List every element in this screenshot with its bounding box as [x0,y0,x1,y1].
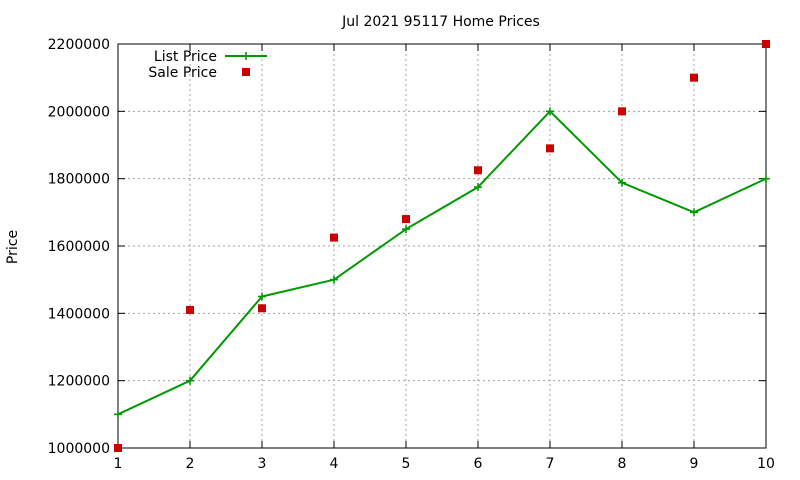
x-tick-label: 4 [330,456,339,472]
data-point [330,275,338,284]
y-axis-label: Price [5,230,21,264]
legend-marker [242,68,250,76]
y-tick-label: 1200000 [48,374,110,390]
y-tick-label: 1400000 [48,306,110,322]
data-point [402,215,410,224]
data-point [330,233,338,242]
x-tick-label: 8 [618,456,627,472]
y-tick-label: 2200000 [48,37,110,53]
data-point [690,73,698,82]
data-point [474,166,482,175]
grid [118,44,766,448]
data-point [762,174,770,183]
data-point [474,183,482,192]
axis-ticks: 1 2 3 4 5 6 7 8 9 10 1000000 1200000 1400000 1600000 1… [48,37,775,472]
data-point [402,225,410,234]
data-point [546,144,554,153]
x-tick-label: 7 [546,456,555,472]
series-list-price [114,107,770,419]
chart-title: Jul 2021 95117 Home Prices [341,14,540,30]
legend-marker [242,52,250,60]
y-tick-label: 2000000 [48,104,110,120]
data-point [618,107,626,116]
data-point [618,178,626,187]
series-layer [114,40,770,452]
data-point [258,292,266,301]
data-point [186,305,194,314]
y-tick-label: 1600000 [48,239,110,255]
x-tick-label: 9 [690,456,699,472]
y-tick-label: 1000000 [48,441,110,457]
series-line [117,110,767,416]
y-tick-label: 1800000 [48,172,110,188]
x-tick-label: 6 [474,456,483,472]
legend-label: Sale Price [148,65,217,81]
x-tick-label: 5 [402,456,411,472]
data-point [762,40,770,48]
data-point [114,444,122,452]
data-point [690,208,698,217]
x-tick-label: 3 [258,456,267,472]
data-point [258,304,266,313]
x-tick-label: 1 [114,456,123,472]
data-point [114,410,122,419]
x-tick-label: 10 [757,456,775,472]
legend-label: List Price [154,49,217,65]
data-point [546,107,554,116]
data-point [186,376,194,385]
series-sale-price [114,40,770,452]
x-tick-label: 2 [186,456,195,472]
